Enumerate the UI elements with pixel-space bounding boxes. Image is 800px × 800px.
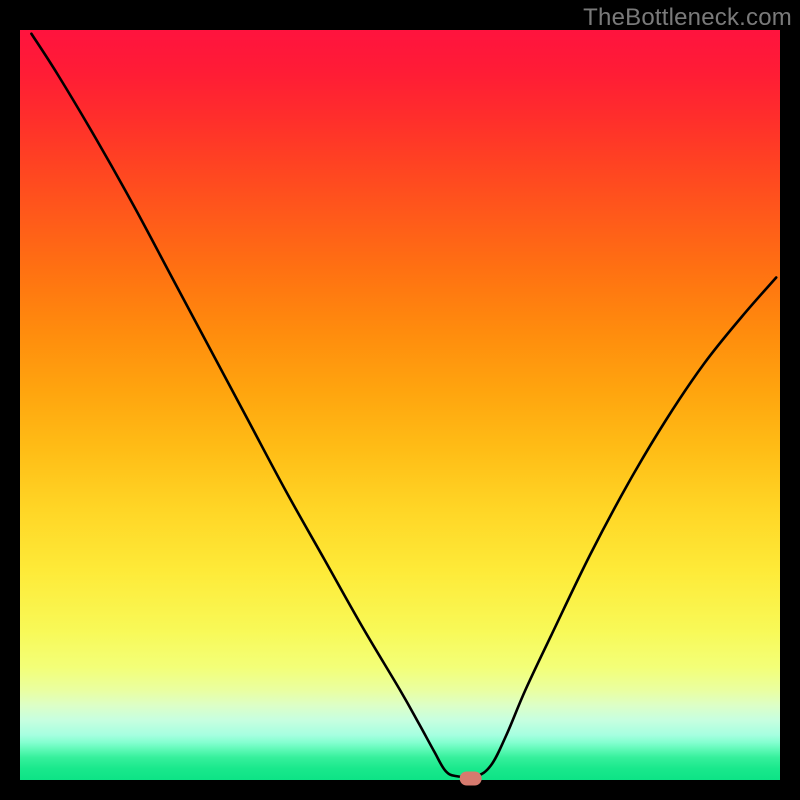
bottleneck-chart <box>0 0 800 800</box>
chart-container: TheBottleneck.com <box>0 0 800 800</box>
plot-background <box>20 30 780 780</box>
watermark-text: TheBottleneck.com <box>583 4 792 32</box>
optimal-point-marker <box>460 772 482 786</box>
